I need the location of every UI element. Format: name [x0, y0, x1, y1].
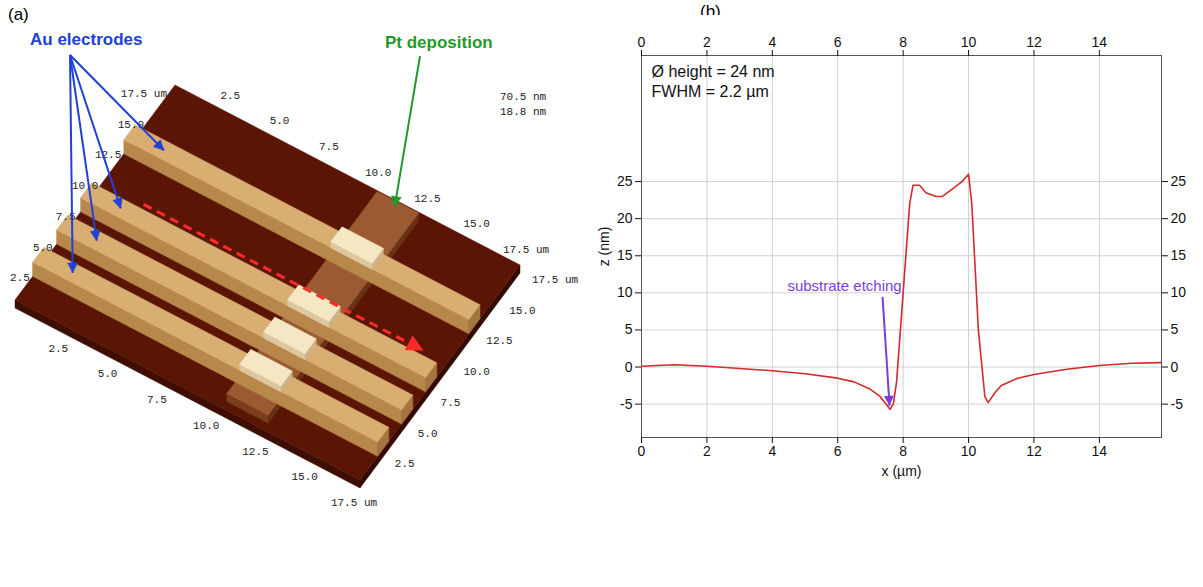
svg-text:6: 6	[834, 443, 842, 459]
svg-text:15.0: 15.0	[118, 119, 144, 131]
svg-text:17.5 um: 17.5 um	[532, 274, 579, 286]
svg-text:(a): (a)	[8, 5, 29, 24]
svg-text:15: 15	[617, 247, 633, 263]
svg-text:5.0: 5.0	[98, 368, 118, 380]
svg-text:17.5 um: 17.5 um	[503, 244, 550, 256]
svg-text:15.0: 15.0	[509, 305, 535, 317]
svg-text:7.5: 7.5	[441, 397, 461, 409]
svg-text:15.0: 15.0	[292, 471, 318, 483]
svg-text:8: 8	[899, 34, 907, 50]
svg-text:7.5: 7.5	[319, 141, 339, 153]
svg-text:x (µm): x (µm)	[882, 463, 922, 479]
html-text:(b): (b)	[700, 2, 721, 21]
svg-text:7.5: 7.5	[147, 394, 167, 406]
svg-text:4: 4	[768, 34, 776, 50]
svg-text:0: 0	[638, 443, 646, 459]
svg-text:0: 0	[1171, 359, 1179, 375]
svg-text:12.5: 12.5	[486, 335, 512, 347]
svg-text:-5: -5	[620, 396, 633, 412]
svg-text:Ø height = 24 nm: Ø height = 24 nm	[652, 63, 775, 80]
svg-text:12: 12	[1026, 443, 1042, 459]
svg-text:FWHM = 2.2 µm: FWHM = 2.2 µm	[652, 83, 769, 100]
svg-text:10: 10	[617, 284, 633, 300]
svg-text:2: 2	[703, 443, 711, 459]
svg-text:0: 0	[638, 34, 646, 50]
svg-text:7.5: 7.5	[55, 210, 76, 223]
svg-text:substrate etching: substrate etching	[787, 277, 901, 294]
svg-text:z (nm): z (nm)	[596, 227, 612, 267]
svg-text:2.5: 2.5	[220, 90, 240, 102]
svg-text:10.0: 10.0	[72, 180, 98, 192]
svg-text:10.0: 10.0	[463, 366, 489, 378]
svg-text:70.5 nm: 70.5 nm	[500, 91, 547, 103]
svg-text:5: 5	[1171, 321, 1179, 337]
svg-text:2.5: 2.5	[10, 272, 30, 284]
svg-text:15.0: 15.0	[464, 218, 490, 230]
svg-text:12.5: 12.5	[242, 446, 268, 458]
svg-text:2: 2	[703, 34, 711, 50]
svg-text:5.0: 5.0	[270, 115, 290, 127]
svg-text:20: 20	[1171, 210, 1187, 226]
svg-text:20: 20	[617, 210, 633, 226]
svg-text:10: 10	[1171, 284, 1187, 300]
svg-text:25: 25	[617, 173, 633, 189]
svg-text:14: 14	[1092, 443, 1108, 459]
svg-text:4: 4	[768, 443, 776, 459]
svg-text:0: 0	[625, 359, 633, 375]
svg-text:2.5: 2.5	[395, 458, 415, 470]
svg-text:12.5: 12.5	[414, 193, 440, 205]
svg-text:17.5 um: 17.5 um	[331, 497, 378, 509]
svg-text:25: 25	[1171, 173, 1187, 189]
svg-text:10: 10	[961, 34, 977, 50]
svg-text:14: 14	[1092, 34, 1108, 50]
svg-text:10: 10	[961, 443, 977, 459]
svg-text:6: 6	[834, 34, 842, 50]
svg-text:5: 5	[625, 321, 633, 337]
svg-text:-5: -5	[1171, 396, 1184, 412]
svg-text:Au electrodes: Au electrodes	[30, 30, 142, 49]
svg-text:Pt deposition: Pt deposition	[385, 33, 493, 52]
svg-text:10.0: 10.0	[365, 167, 391, 179]
svg-text:18.8 nm: 18.8 nm	[500, 106, 547, 118]
svg-text:8: 8	[899, 443, 907, 459]
svg-text:10.0: 10.0	[193, 420, 219, 432]
svg-text:2.5: 2.5	[48, 343, 68, 355]
svg-text:15: 15	[1171, 247, 1187, 263]
svg-text:12.5: 12.5	[95, 149, 121, 161]
svg-text:17.5 um: 17.5 um	[121, 88, 168, 100]
svg-text:12: 12	[1026, 34, 1042, 50]
svg-text:5.0: 5.0	[33, 242, 53, 254]
svg-text:5.0: 5.0	[418, 428, 438, 440]
